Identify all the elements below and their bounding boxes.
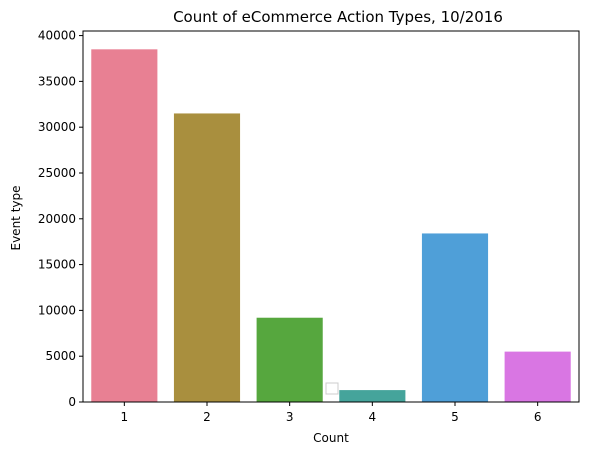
bar-6 — [504, 351, 571, 402]
chart-title: Count of eCommerce Action Types, 10/2016 — [173, 8, 503, 26]
y-tick-label: 30000 — [38, 120, 76, 134]
y-tick-label: 40000 — [38, 29, 76, 43]
x-axis-ticks: 1 2 3 4 5 6 — [121, 402, 542, 424]
bar-1 — [91, 49, 158, 403]
legend-box — [325, 382, 339, 395]
x-tick-label: 3 — [286, 410, 294, 424]
x-tick-label: 4 — [369, 410, 377, 424]
y-tick-label: 10000 — [38, 303, 76, 317]
bar-4 — [339, 390, 406, 402]
y-tick-label: 15000 — [38, 258, 76, 272]
x-axis-label: Count — [313, 431, 349, 445]
x-tick-label: 5 — [451, 410, 459, 424]
plot-frame — [82, 30, 580, 403]
x-tick-label: 2 — [203, 410, 211, 424]
bars-layer — [91, 49, 571, 403]
x-tick-label: 1 — [121, 410, 129, 424]
bar-2 — [173, 113, 241, 402]
y-tick-label: 25000 — [38, 166, 76, 180]
y-axis-ticks: 0 5000 10000 15000 20000 25000 30000 35000 40000 — [38, 29, 83, 409]
x-tick-label: 6 — [534, 410, 542, 424]
bar-3 — [256, 317, 323, 402]
y-tick-label: 5000 — [45, 349, 76, 363]
y-tick-label: 20000 — [38, 212, 76, 226]
y-tick-label: 0 — [68, 395, 76, 409]
bar-5 — [421, 233, 489, 402]
y-axis-label: Event type — [9, 186, 23, 251]
y-tick-label: 35000 — [38, 74, 76, 88]
